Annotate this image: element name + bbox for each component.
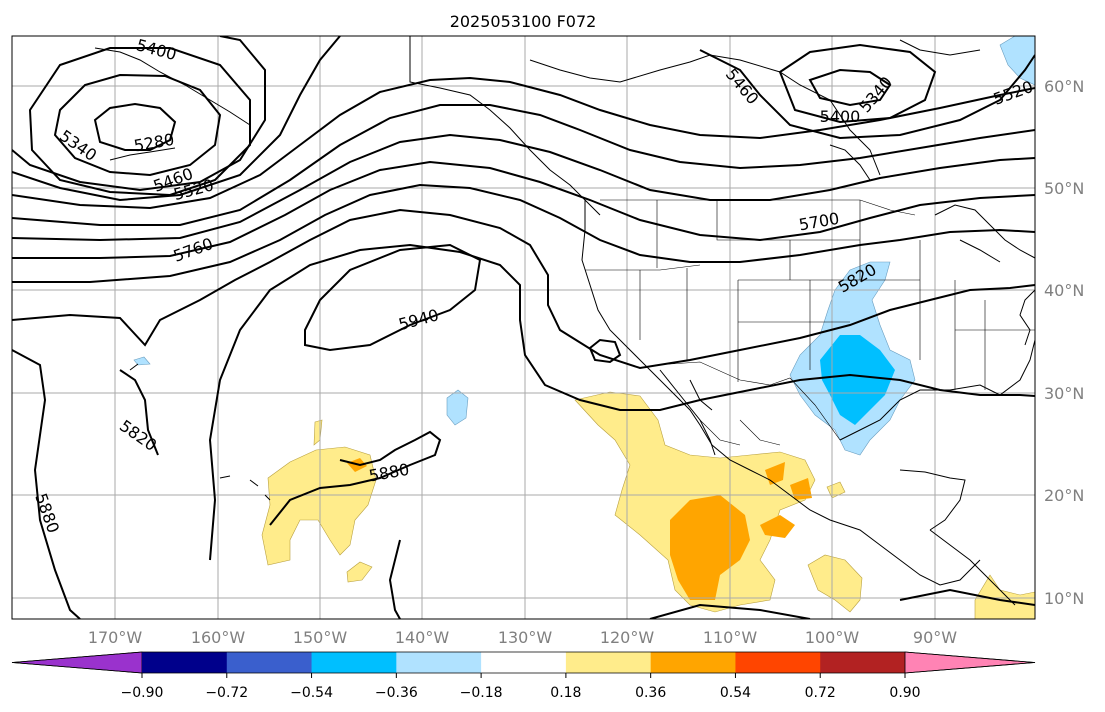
strong-positive-anomaly-east <box>760 515 795 538</box>
contour-5940-small <box>588 338 622 364</box>
positive-anomaly-small-4 <box>974 574 1035 619</box>
coastline-hudson <box>829 39 981 181</box>
contour-5880-pacific <box>269 430 442 526</box>
border-mexico-states <box>699 419 781 446</box>
contour-low-east-3 <box>699 49 1035 140</box>
anomaly-shading <box>133 36 1035 619</box>
longitude-label: 110°W <box>703 628 758 647</box>
strong-positive-anomaly-gulf <box>765 462 785 485</box>
coastline-gulf <box>839 339 1035 441</box>
colorbar-segment <box>820 652 906 673</box>
map-background <box>12 36 1035 619</box>
coastline-greatlakes <box>934 204 1035 263</box>
contour-low-east-inner <box>808 68 892 107</box>
longitude-label: 170°W <box>88 628 143 647</box>
map-panel <box>12 36 1035 619</box>
contour-5940 <box>304 243 482 352</box>
coastlines <box>94 36 1035 606</box>
colorbar-ticks: −0.90 −0.72 −0.54 −0.36 −0.18 0.18 0.36 0.54 0.7… <box>121 673 921 701</box>
colorbar-segment <box>311 652 397 673</box>
strong-negative-anomaly-us <box>820 335 895 425</box>
colorbar-tick-label: −0.54 <box>290 685 333 701</box>
contour-5880 <box>12 349 159 619</box>
contour-south <box>388 539 1035 619</box>
colorbar-tick-label: −0.90 <box>121 685 164 701</box>
latitude-label: 30°N <box>1044 384 1084 403</box>
longitude-axis: 170°W 160°W 150°W 140°W 130°W 120°W 110°W 100°W… <box>88 628 957 647</box>
contour-5520 <box>12 76 1035 210</box>
colorbar-segment <box>481 652 567 673</box>
contour-5820-main <box>12 208 1035 370</box>
colorbar-tick-label: 0.90 <box>889 685 920 701</box>
longitude-label: 140°W <box>395 628 450 647</box>
colorbar <box>11 651 1036 674</box>
colorbar-extend-high <box>904 651 1036 674</box>
latitude-label: 10°N <box>1044 589 1084 608</box>
longitude-label: 150°W <box>293 628 348 647</box>
height-contours <box>12 36 1035 619</box>
contour-5640 <box>12 133 1035 242</box>
colorbar-tick-label: −0.36 <box>375 685 418 701</box>
coastline-yucatan <box>899 469 966 531</box>
colorbar-tick-label: 0.72 <box>805 685 836 701</box>
contour-low-east-2 <box>778 43 937 124</box>
colorbar-tick-label: −0.72 <box>205 685 248 701</box>
contour-5760 <box>12 183 1035 283</box>
contour-5460 <box>12 36 341 202</box>
positive-anomaly-region-pacific-west <box>261 446 377 566</box>
longitude-label: 160°W <box>191 628 246 647</box>
colorbar-segment <box>735 652 821 673</box>
colorbar-segment <box>396 652 482 673</box>
contour-low-west-2 <box>53 73 222 177</box>
longitude-label: 100°W <box>805 628 860 647</box>
negative-anomaly-northeast <box>999 36 1035 86</box>
figure-title: 2025053100 F072 <box>450 12 597 31</box>
negative-anomaly-pacific <box>446 389 469 426</box>
contour-low-west-4 <box>12 36 266 192</box>
coastline-alaska <box>409 36 601 216</box>
latitude-label: 50°N <box>1044 179 1084 198</box>
coastline-east <box>1019 289 1035 346</box>
contour-5580 <box>12 104 1035 226</box>
colorbar-tick-label: −0.18 <box>460 685 503 701</box>
graticule <box>12 36 1035 619</box>
longitude-label: 130°W <box>498 628 553 647</box>
contour-label: 5400 <box>820 107 861 126</box>
colorbar-segment <box>565 652 652 673</box>
map-frame <box>11 35 1036 620</box>
latitude-label: 20°N <box>1044 486 1084 505</box>
contour-5700 <box>12 160 1035 259</box>
negative-anomaly-hawaii <box>133 356 151 366</box>
colorbar-extend-low <box>11 651 143 674</box>
coastline-central-america <box>929 529 1016 606</box>
longitude-label: 90°W <box>913 628 957 647</box>
coastline-west-us <box>581 200 981 586</box>
colorbar-tick-label: 0.54 <box>720 685 751 701</box>
colorbar-segment <box>142 652 228 673</box>
colorbar-tick-label: 0.18 <box>550 685 581 701</box>
coastline-hawaii <box>129 363 271 501</box>
colorbar-segment <box>650 652 736 673</box>
colorbar-tick-label: 0.36 <box>635 685 666 701</box>
colorbar-segment <box>226 652 313 673</box>
longitude-label: 120°W <box>600 628 655 647</box>
contour-5880-east <box>208 243 1035 561</box>
latitude-label: 60°N <box>1044 77 1084 96</box>
contour-low-west-inner <box>93 102 177 151</box>
latitude-axis: 60°N 50°N 40°N 30°N 20°N 10°N <box>1044 77 1084 608</box>
latitude-label: 40°N <box>1044 281 1084 300</box>
positive-anomaly-small-2 <box>346 561 373 583</box>
